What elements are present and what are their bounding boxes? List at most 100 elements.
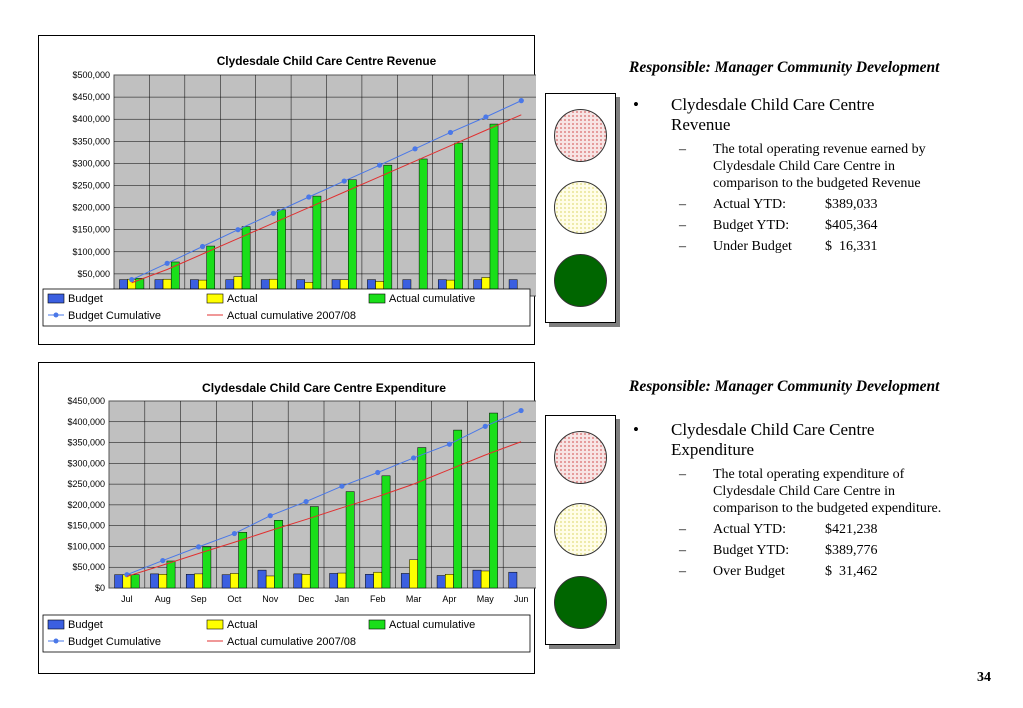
budget-cumulative-point bbox=[160, 557, 166, 564]
y-tick-label: $50,000 bbox=[72, 562, 105, 572]
actual-ytd-value: $389,033 bbox=[825, 197, 878, 212]
bar-actual bbox=[480, 570, 490, 589]
x-tick-label: Oct bbox=[227, 594, 242, 604]
x-tick-label: Dec bbox=[298, 594, 315, 604]
budget-cumulative-point bbox=[270, 210, 276, 216]
y-tick-label: $400,000 bbox=[72, 114, 110, 124]
bar-actual-cumulative bbox=[418, 158, 428, 297]
variance-value: $ 31,462 bbox=[825, 564, 878, 579]
bar-actual bbox=[373, 571, 383, 589]
y-tick-label: $400,000 bbox=[67, 417, 105, 427]
bar-budget bbox=[257, 569, 267, 589]
yellow-light-icon bbox=[554, 503, 607, 556]
expenditure-traffic-light bbox=[545, 415, 616, 645]
x-tick-label: Aug bbox=[155, 594, 171, 604]
legend-label: Budget Cumulative bbox=[68, 636, 161, 648]
budget-cumulative-point bbox=[339, 483, 345, 489]
y-tick-label: $150,000 bbox=[72, 225, 110, 235]
legend-swatch-dot bbox=[53, 638, 59, 644]
x-tick-label: Jun bbox=[514, 594, 529, 604]
bar-actual bbox=[158, 574, 168, 589]
bar-actual-cumulative bbox=[241, 226, 251, 297]
bar-actual-cumulative bbox=[489, 412, 498, 589]
bar-actual-cumulative bbox=[277, 209, 286, 297]
expenditure-chart: Clydesdale Child Care Centre Expenditure… bbox=[42, 381, 536, 653]
y-tick-label: $100,000 bbox=[72, 247, 110, 257]
y-tick-label: $150,000 bbox=[67, 521, 105, 531]
legend-swatch bbox=[368, 293, 386, 304]
line-budget-cumulative bbox=[131, 100, 522, 281]
y-tick-label: $300,000 bbox=[72, 158, 110, 168]
actual-ytd-label: Actual YTD: bbox=[713, 197, 786, 212]
page-number: 34 bbox=[977, 670, 991, 685]
y-tick-label: $300,000 bbox=[67, 458, 105, 468]
revenue-kpi-title: Clydesdale Child Care Centre Revenue bbox=[671, 95, 875, 134]
expenditure-chart-panel: Clydesdale Child Care Centre Expenditure… bbox=[38, 362, 536, 674]
line-budget-cumulative bbox=[126, 410, 522, 576]
green-light-icon bbox=[554, 576, 607, 629]
legend-box bbox=[42, 614, 531, 653]
bar-actual-cumulative bbox=[454, 142, 463, 297]
x-tick-label: May bbox=[477, 594, 495, 604]
bar-actual bbox=[301, 574, 311, 589]
bar-actual-cumulative bbox=[206, 245, 216, 297]
legend-label: Budget Cumulative bbox=[68, 310, 161, 322]
budget-cumulative-point bbox=[518, 98, 524, 104]
y-tick-label: $350,000 bbox=[72, 136, 110, 146]
chart-title: Clydesdale Child Care Centre Expenditure bbox=[202, 381, 446, 395]
bar-budget bbox=[472, 569, 482, 589]
budget-cumulative-point bbox=[235, 227, 241, 233]
legend-label: Budget bbox=[68, 293, 103, 305]
chart-title: Clydesdale Child Care Centre Revenue bbox=[217, 54, 437, 68]
budget-cumulative-point bbox=[482, 423, 488, 429]
y-tick-label: $50,000 bbox=[77, 269, 110, 279]
budget-cumulative-point bbox=[199, 243, 206, 250]
bar-actual bbox=[230, 573, 239, 589]
bar-budget bbox=[114, 574, 124, 589]
bar-actual-cumulative bbox=[166, 560, 176, 589]
y-tick-label: $100,000 bbox=[67, 541, 105, 551]
bar-actual bbox=[265, 575, 275, 589]
budget-cumulative-point bbox=[129, 277, 135, 283]
revenue-traffic-light bbox=[545, 93, 616, 323]
legend-swatch bbox=[47, 619, 65, 630]
legend-box bbox=[42, 288, 531, 327]
budget-cumulative-point bbox=[412, 146, 418, 152]
expenditure-kpi-title: Clydesdale Child Care Centre Expenditure bbox=[671, 420, 875, 459]
bar-actual-cumulative bbox=[309, 506, 319, 589]
budget-cumulative-point bbox=[306, 194, 312, 200]
budget-cumulative-point bbox=[195, 544, 202, 550]
legend-label: Actual bbox=[227, 619, 258, 631]
bar-actual-cumulative bbox=[417, 447, 427, 589]
budget-cumulative-point bbox=[483, 114, 489, 120]
y-tick-label: $450,000 bbox=[67, 396, 105, 406]
actual-ytd-value: $421,238 bbox=[825, 522, 878, 537]
bar-actual-cumulative bbox=[345, 491, 355, 589]
bar-budget bbox=[508, 571, 518, 589]
expenditure-kpi-description: The total operating expenditure of Clyde… bbox=[713, 467, 942, 516]
y-tick-label: $250,000 bbox=[72, 181, 110, 191]
budget-cumulative-point bbox=[341, 178, 347, 184]
bar-actual-cumulative bbox=[348, 179, 357, 297]
bar-actual-cumulative bbox=[381, 475, 391, 589]
budget-cumulative-point bbox=[231, 530, 238, 537]
red-light-icon bbox=[554, 109, 607, 162]
legend-label: Actual cumulative 2007/08 bbox=[227, 310, 356, 322]
bar-actual bbox=[409, 559, 418, 589]
bar-actual-cumulative bbox=[130, 574, 140, 589]
y-tick-label: $200,000 bbox=[67, 500, 105, 510]
x-tick-label: Mar bbox=[406, 594, 422, 604]
revenue-chart-panel: Clydesdale Child Care Centre Revenue$0$5… bbox=[38, 35, 536, 345]
legend-swatch bbox=[368, 619, 386, 630]
revenue-kpi-description: The total operating revenue earned by Cl… bbox=[713, 142, 926, 191]
bar-budget bbox=[221, 574, 231, 589]
x-tick-label: Sep bbox=[191, 594, 207, 604]
variance-value: $ 16,331 bbox=[825, 239, 878, 254]
budget-cumulative-point bbox=[164, 260, 170, 266]
expenditure-kpi: • Clydesdale Child Care Centre Expenditu… bbox=[633, 420, 942, 579]
bar-budget bbox=[150, 573, 159, 589]
bar-budget bbox=[293, 573, 303, 589]
bar-actual-cumulative bbox=[312, 195, 322, 297]
bar-budget bbox=[185, 574, 195, 589]
y-tick-label: $500,000 bbox=[72, 70, 110, 80]
